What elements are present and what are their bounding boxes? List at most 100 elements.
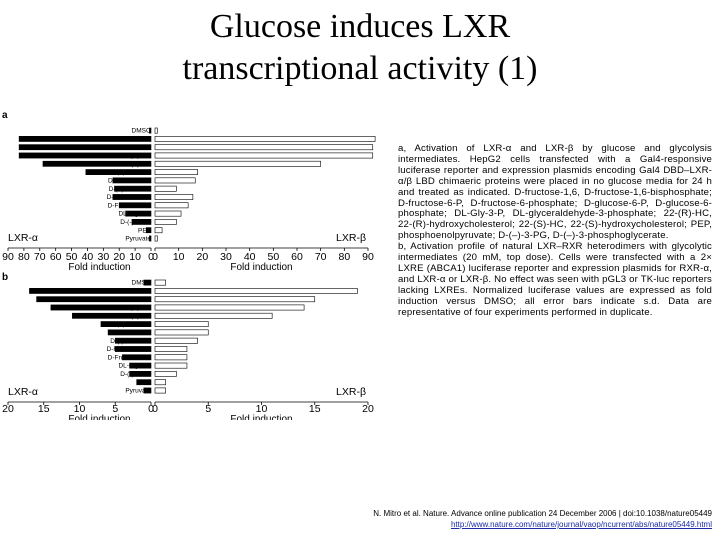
bar-lxr-beta-a-4: [154, 160, 321, 167]
bar-lxr-beta-a-0: [154, 127, 158, 134]
tick-label-left-a-8: 10: [129, 251, 141, 263]
category-label-b-12: PEP: [138, 379, 151, 386]
bar-lxr-beta-b-9: [154, 354, 188, 361]
bar-lxr-alpha-b-12: [136, 379, 152, 386]
bar-lxr-beta-a-12: [154, 227, 163, 234]
category-label-a-3: 22-(R)-HC: [121, 153, 151, 160]
category-label-a-7: D-(+)-Fructose: [109, 186, 152, 193]
category-label-a-5: D-(+)-Glucose: [110, 169, 151, 176]
series-label-lxr-beta-a: LXR-β: [336, 232, 366, 244]
bar-lxr-alpha-a-7: [114, 185, 152, 192]
bar-lxr-beta-a-8: [154, 194, 194, 200]
series-label-lxr-beta-b: LXR-β: [336, 386, 366, 398]
category-label-b-8: D-Fructose-6-P: [107, 346, 151, 353]
bar-lxr-beta-b-10: [154, 362, 188, 369]
bar-lxr-alpha-b-10: [129, 362, 152, 369]
bar-lxr-beta-b-5: [154, 321, 209, 327]
caption-b: b, Activation profile of natural LXR–RXR…: [398, 241, 712, 318]
tick-label-right-a-8: 80: [338, 251, 350, 263]
bar-lxr-beta-b-4: [154, 312, 273, 319]
category-label-b-5: D-(+)-Glucose: [110, 321, 151, 328]
bar-lxr-alpha-b-1: [29, 288, 152, 294]
bar-lxr-alpha-a-4: [42, 160, 152, 167]
bar-lxr-beta-b-3: [154, 304, 305, 311]
category-label-b-6: D-Glucose-6-P: [108, 330, 151, 337]
category-label-b-7: D-(-)-Fructose: [110, 338, 151, 345]
tick-label-right-a-0: 0: [152, 251, 158, 263]
x-axis-title-right-a: Fold induction: [230, 262, 292, 273]
bar-lxr-beta-a-11: [154, 219, 177, 225]
citation-link[interactable]: http://www.nature.com/nature/journal/vao…: [450, 520, 712, 529]
tick-label-left-a-9: 0: [148, 251, 154, 263]
bar-lxr-beta-a-7: [154, 185, 177, 192]
figure: DMSO T0901317 GW3965 22-(R)-HC 22-(S)-HC D-(+…: [0, 108, 384, 420]
bar-lxr-beta-b-0: [154, 279, 166, 286]
tick-label-left-a-0: 90: [2, 251, 14, 263]
tick-label-right-a-3: 30: [220, 251, 232, 263]
title-line-1: Glucose induces LXR: [209, 8, 511, 45]
series-label-lxr-alpha-b: LXR-α: [8, 386, 38, 398]
bar-lxr-alpha-a-9: [118, 202, 152, 209]
category-label-b-2: GW3965: [125, 296, 151, 303]
bar-lxr-beta-b-2: [154, 296, 316, 303]
bar-lxr-beta-b-8: [154, 346, 188, 352]
tick-label-right-a-7: 70: [315, 251, 327, 263]
tick-label-left-a-2: 70: [34, 251, 46, 263]
tick-label-left-a-5: 40: [82, 251, 94, 263]
x-axis-title-left-a: Fold induction: [68, 262, 130, 273]
bar-lxr-alpha-b-7: [114, 337, 152, 344]
tick-label-right-b-4: 20: [362, 403, 374, 415]
tick-label-right-a-9: 90: [362, 251, 374, 263]
category-label-b-4: 22-(S)-HC: [121, 313, 151, 320]
bar-lxr-alpha-a-8: [112, 194, 152, 200]
bar-lxr-beta-a-13: [154, 235, 158, 242]
bar-lxr-beta-a-9: [154, 202, 189, 209]
tick-label-right-a-1: 10: [173, 251, 185, 263]
bar-lxr-alpha-a-10: [125, 210, 152, 217]
bar-lxr-beta-b-7: [154, 337, 198, 344]
category-label-a-6: D-Glucose-6-P: [108, 178, 151, 185]
tick-label-left-a-1: 80: [18, 251, 30, 263]
category-label-b-0: DMSO: [132, 280, 152, 287]
bar-lxr-alpha-a-3: [18, 152, 152, 159]
tick-label-left-a-4: 50: [66, 251, 78, 263]
bar-chart-figure: DMSOT0901317GW396522-(R)-HC22-(S)-HCD-(+…: [2, 127, 376, 420]
category-label-b-1: T0901317: [122, 288, 152, 295]
bar-lxr-beta-b-12: [154, 379, 166, 386]
tick-label-right-b-2: 10: [256, 403, 268, 415]
bar-lxr-alpha-b-13: [143, 387, 152, 394]
caption-a: a, Activation of LXR-α and LXR-β by gluc…: [398, 143, 712, 242]
category-label-a-8: D-Fructose-6-P: [107, 194, 151, 201]
category-label-b-11: D-(-)-3-PG: [120, 371, 151, 378]
bar-lxr-alpha-b-3: [50, 304, 152, 311]
bar-lxr-beta-a-2: [154, 144, 374, 151]
tick-label-left-b-3: 5: [112, 403, 118, 415]
tick-label-left-b-0: 20: [2, 403, 14, 415]
slide-title: Glucose induces LXR transcriptional acti…: [0, 6, 720, 90]
category-label-a-13: Pyruvate: [125, 236, 151, 243]
category-label-b-3: 22-(R)-HC: [121, 305, 151, 312]
tick-label-right-b-3: 15: [309, 403, 321, 415]
bar-lxr-alpha-a-5: [85, 169, 152, 175]
x-axis-title-right-b: Fold induction: [230, 414, 292, 420]
bar-lxr-alpha-b-4: [72, 312, 152, 319]
category-label-b-10: DL-Gly-3-P: [118, 363, 151, 370]
tick-label-left-a-6: 30: [97, 251, 109, 263]
series-label-lxr-alpha-a: LXR-α: [8, 232, 38, 244]
bar-lxr-alpha-a-13: [149, 235, 152, 242]
panel-label-a: a: [2, 110, 8, 121]
citation: N. Mitro et al. Nature. Advance online p…: [298, 508, 712, 530]
bar-lxr-beta-b-13: [154, 387, 166, 394]
tick-label-right-a-5: 50: [267, 251, 279, 263]
bar-lxr-alpha-b-8: [114, 346, 152, 352]
citation-text: N. Mitro et al. Nature. Advance online p…: [373, 509, 712, 518]
tick-label-right-a-6: 60: [291, 251, 303, 263]
tick-label-right-b-1: 5: [205, 403, 211, 415]
tick-label-right-b-0: 0: [152, 403, 158, 415]
category-label-a-1: T0901317: [122, 136, 152, 143]
tick-label-right-a-2: 20: [196, 251, 208, 263]
bar-lxr-alpha-b-2: [36, 296, 152, 303]
tick-label-left-b-4: 0: [148, 403, 154, 415]
bar-lxr-alpha-a-2: [18, 144, 152, 151]
bar-lxr-alpha-a-1: [18, 135, 152, 142]
